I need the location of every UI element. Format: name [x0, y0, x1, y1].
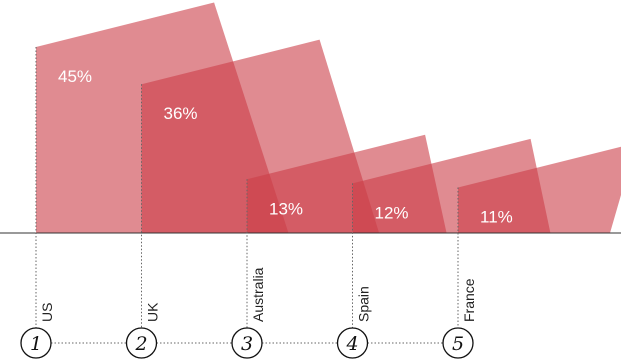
category-label-us: US — [39, 303, 55, 322]
rank-circle-4 — [336, 327, 369, 359]
category-label-australia: Australia — [250, 267, 266, 322]
rank-number-3: 3 — [241, 333, 253, 355]
rank-number-5: 5 — [452, 333, 464, 355]
rank-number-1: 1 — [30, 333, 42, 355]
value-label-uk: 36% — [164, 104, 198, 123]
rank-number-4: 4 — [345, 333, 358, 355]
labels-layer: 45% 36% 13% 12% 11% US UK Australia Spain France — [39, 67, 513, 322]
guide-lines-layer — [35, 47, 459, 344]
category-label-spain: Spain — [356, 286, 372, 322]
category-label-uk: UK — [145, 302, 161, 322]
rank-circle-1 — [20, 327, 52, 359]
value-label-australia: 13% — [269, 199, 303, 218]
bars-layer — [36, 2, 621, 234]
bar-france — [458, 146, 621, 233]
category-label-france: France — [461, 278, 477, 322]
rank-circle-3 — [231, 327, 263, 359]
value-label-france: 11% — [480, 208, 513, 227]
rank-markers-layer: 1 2 3 4 5 — [20, 327, 474, 359]
rank-circle-2 — [125, 327, 158, 359]
rank-number-2: 2 — [134, 333, 147, 355]
rank-circle-5 — [442, 327, 474, 359]
value-label-us: 45% — [58, 67, 92, 86]
value-label-spain: 12% — [375, 203, 409, 222]
